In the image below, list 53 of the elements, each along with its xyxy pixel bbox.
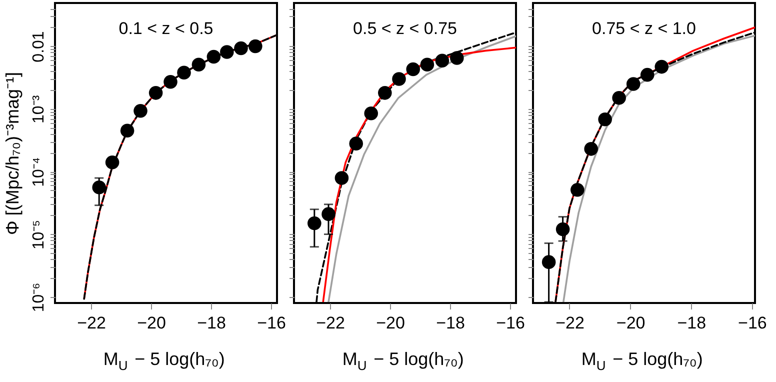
point — [92, 180, 106, 194]
point — [435, 54, 450, 68]
point — [234, 41, 248, 56]
point — [584, 142, 598, 156]
point — [570, 183, 584, 197]
point — [364, 106, 378, 120]
x-tick-label: −20 — [137, 314, 166, 332]
x-tick-label: −22 — [316, 314, 345, 332]
point — [420, 58, 434, 72]
point — [392, 72, 406, 86]
x-tick-label: −18 — [197, 314, 226, 332]
point — [177, 66, 191, 80]
y-axis-title: Φ [(Mpc/h₇₀)⁻³mag⁻¹] — [2, 72, 22, 236]
x-tick-label: −20 — [616, 314, 646, 332]
point — [164, 75, 178, 89]
y-tick-label: 10⁻³ — [30, 94, 48, 124]
point — [334, 171, 349, 185]
point — [105, 156, 120, 170]
x-tick-label: −16 — [496, 314, 525, 332]
point — [192, 58, 206, 72]
point — [120, 124, 134, 138]
point — [542, 255, 556, 269]
annotation: 0.1 < z < 0.5 — [118, 19, 214, 38]
annotation: 0.5 < z < 0.75 — [353, 19, 457, 38]
point — [406, 62, 420, 76]
point — [134, 104, 148, 118]
point — [308, 216, 322, 230]
point — [626, 77, 640, 91]
point — [248, 39, 262, 54]
x-tick-label: −22 — [77, 314, 106, 332]
point — [206, 50, 221, 64]
point — [322, 207, 336, 221]
x-tick-label: −16 — [257, 314, 286, 332]
y-tick-label: 10⁻⁶ — [30, 282, 48, 312]
point — [450, 51, 464, 65]
point — [556, 222, 570, 236]
x-tick-label: −20 — [376, 314, 405, 332]
point — [378, 86, 392, 100]
annotation: 0.75 < z < 1.0 — [592, 19, 696, 38]
x-tick-label: −18 — [677, 314, 706, 332]
y-tick-label: 10⁻⁴ — [30, 157, 48, 187]
point — [148, 86, 163, 100]
x-tick-label: −16 — [738, 314, 767, 332]
point — [612, 91, 626, 105]
point — [349, 136, 363, 150]
point — [220, 45, 234, 59]
point — [654, 60, 669, 74]
point — [598, 112, 612, 126]
point — [640, 68, 654, 82]
x-tick-label: −18 — [436, 314, 465, 332]
x-tick-label: −22 — [556, 314, 584, 332]
y-tick-label: 0.01 — [30, 31, 48, 62]
y-tick-label: 10⁻⁵ — [30, 220, 48, 250]
